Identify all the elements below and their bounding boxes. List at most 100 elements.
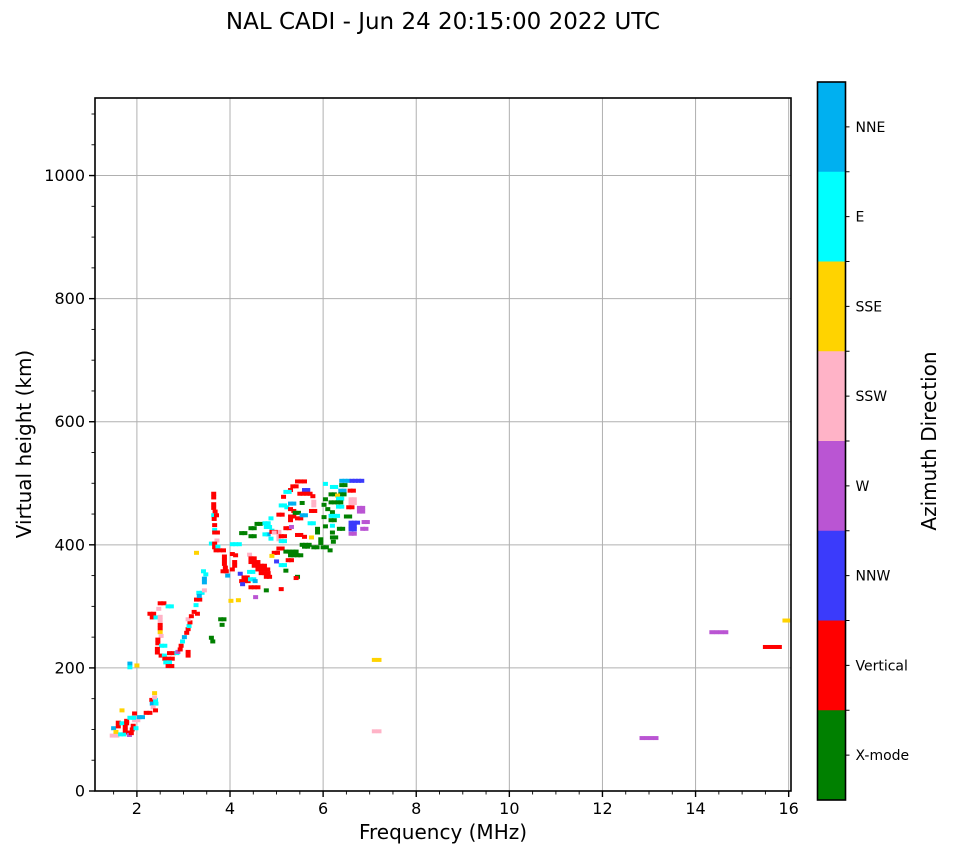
data-point (298, 553, 304, 558)
data-point (157, 601, 163, 606)
data-point (193, 603, 199, 608)
data-point (356, 505, 362, 510)
data-point (299, 513, 305, 518)
data-point (322, 497, 328, 502)
data-point (194, 611, 200, 616)
data-point (186, 624, 192, 629)
data-point (360, 505, 366, 510)
data-point (709, 630, 715, 635)
y-tick-label: 800 (54, 289, 85, 308)
data-point (155, 637, 161, 642)
data-point (295, 553, 301, 558)
data-point (312, 508, 318, 513)
data-point (328, 518, 334, 523)
data-point (128, 731, 134, 736)
data-point (327, 548, 333, 553)
data-point (153, 708, 159, 713)
data-point (348, 497, 354, 502)
data-point (223, 569, 229, 574)
data-point (335, 496, 341, 501)
data-point (130, 723, 136, 728)
data-point (212, 528, 218, 533)
data-point (330, 539, 336, 544)
data-point (351, 500, 357, 505)
data-point (331, 500, 337, 505)
data-point (258, 571, 264, 576)
data-point (214, 538, 220, 543)
data-point (132, 718, 138, 723)
data-point (211, 513, 217, 518)
data-point (149, 701, 155, 706)
data-point (339, 483, 345, 488)
data-point (239, 531, 245, 536)
data-point (288, 514, 294, 519)
data-point (364, 520, 370, 525)
data-point (361, 520, 367, 525)
data-point (351, 497, 357, 502)
colorbar-tick-label: Vertical (856, 658, 908, 674)
y-tick-label: 400 (54, 535, 85, 554)
data-point (718, 630, 724, 635)
data-point (311, 545, 317, 550)
data-point (111, 726, 117, 731)
data-point (305, 488, 311, 493)
data-point (267, 574, 273, 579)
data-point (222, 565, 228, 570)
colorbar-segment (817, 620, 846, 711)
data-point (293, 549, 299, 554)
x-tick-label: 14 (685, 799, 705, 818)
data-point (248, 556, 254, 561)
colorbar-label: Azimuth Direction (917, 351, 941, 531)
colorbar-tick-label: SSE (856, 299, 883, 315)
data-point (274, 559, 280, 564)
data-point (229, 552, 235, 557)
data-point (153, 615, 159, 620)
data-point (232, 560, 238, 565)
data-point (350, 488, 356, 493)
data-point (248, 560, 254, 565)
data-point (221, 617, 227, 622)
data-point (263, 588, 269, 593)
data-point (314, 545, 320, 550)
data-point (290, 549, 296, 554)
data-point (302, 513, 308, 518)
data-point (341, 492, 347, 497)
data-point (281, 534, 287, 539)
data-point (129, 727, 135, 732)
data-point (310, 521, 316, 526)
data-point (281, 539, 287, 544)
data-point (157, 622, 163, 627)
data-point (215, 544, 221, 549)
data-point (163, 660, 169, 665)
data-point (276, 529, 282, 534)
data-point (281, 563, 287, 568)
data-point (268, 536, 274, 541)
data-point (157, 614, 163, 619)
data-point (220, 569, 226, 574)
data-point (653, 736, 659, 741)
data-point (251, 563, 257, 568)
colorbar-segment (817, 441, 846, 532)
data-point (180, 639, 186, 644)
data-point (325, 507, 331, 512)
data-point (356, 509, 362, 514)
data-point (347, 514, 353, 519)
data-point (143, 710, 149, 715)
data-point (122, 724, 128, 729)
data-point (644, 736, 650, 741)
data-point (279, 512, 285, 517)
data-point (283, 549, 289, 554)
data-point (151, 611, 157, 616)
data-point (291, 514, 297, 519)
data-point (318, 540, 324, 545)
data-point (199, 590, 205, 595)
data-point (346, 505, 352, 510)
data-point (166, 660, 172, 665)
data-point (343, 514, 349, 519)
data-point (252, 579, 258, 584)
data-point (331, 492, 337, 497)
colorbar-tick-label: W (856, 479, 870, 495)
data-point (247, 569, 253, 574)
data-point (340, 526, 346, 531)
